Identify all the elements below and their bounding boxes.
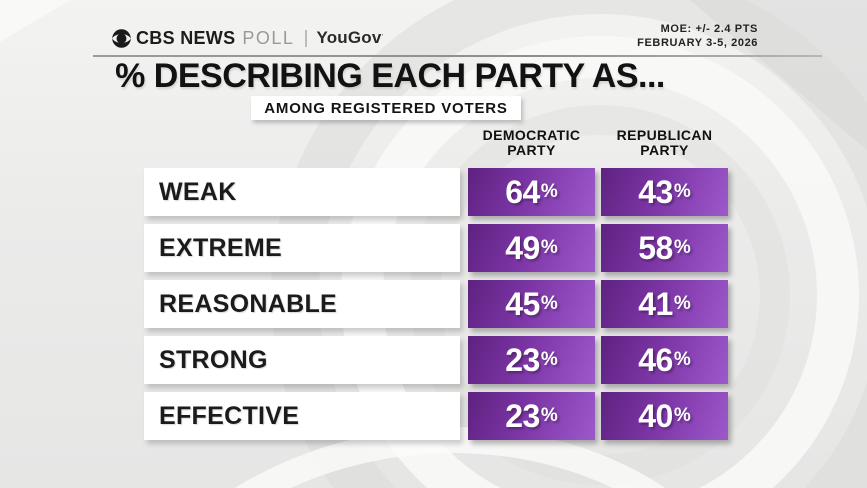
subtitle-badge: AMONG REGISTERED VOTERS [251, 96, 521, 120]
value-number: 49 [505, 229, 540, 266]
row-label-text: EFFECTIVE [159, 401, 300, 430]
value-cell-strong-democratic: 23 % [468, 336, 595, 384]
date-line: FEBRUARY 3-5, 2026 [637, 37, 758, 49]
column-header-line: PARTY [640, 142, 689, 158]
moe-line: MOE: +/- 2.4 PTS [660, 23, 758, 35]
row-label-reasonable: REASONABLE [144, 280, 460, 328]
column-header-democratic: DEMOCRATIC PARTY [458, 128, 605, 158]
row-label-strong: STRONG [144, 336, 460, 384]
column-header-line: PARTY [507, 142, 556, 158]
row-label-text: STRONG [159, 345, 268, 374]
column-header-line: DEMOCRATIC [482, 127, 581, 143]
brand-divider [305, 29, 308, 47]
percent-sign: % [540, 181, 558, 202]
value-cell-reasonable-republican: 41 % [601, 280, 728, 328]
subtitle-wrap: AMONG REGISTERED VOTERS [0, 96, 772, 120]
brand-cbs-news: CBS NEWS [136, 27, 236, 48]
percent-sign: % [540, 405, 558, 426]
percent-sign: % [673, 181, 691, 202]
value-cell-reasonable-democratic: 45 % [468, 280, 595, 328]
value-cell-weak-republican: 43 % [601, 168, 728, 216]
percent-sign: % [540, 237, 558, 258]
value-cell-strong-republican: 46 % [601, 336, 728, 384]
value-number: 64 [505, 173, 540, 210]
percent-sign: % [673, 349, 691, 370]
row-label-text: WEAK [159, 177, 237, 206]
brand-poll: POLL [242, 27, 295, 48]
header-divider-line [93, 55, 822, 57]
brand-lockup: CBS NEWS POLL YouGov ’ [111, 26, 383, 50]
value-number: 40 [638, 397, 673, 434]
percent-sign: % [540, 349, 558, 370]
value-number: 46 [638, 341, 673, 378]
percent-sign: % [673, 405, 691, 426]
brand-yougov-mark: ’ [381, 33, 384, 42]
value-number: 23 [505, 397, 540, 434]
row-label-text: REASONABLE [159, 289, 338, 318]
value-cell-extreme-republican: 58 % [601, 224, 728, 272]
value-number: 58 [638, 229, 673, 266]
value-cell-weak-democratic: 64 % [468, 168, 595, 216]
moe-note: MOE: +/- 2.4 PTS FEBRUARY 3-5, 2026 [480, 22, 758, 50]
row-label-text: EXTREME [159, 233, 282, 262]
value-number: 43 [638, 173, 673, 210]
percent-sign: % [540, 293, 558, 314]
row-label-extreme: EXTREME [144, 224, 460, 272]
percent-sign: % [673, 237, 691, 258]
value-cell-effective-democratic: 23 % [468, 392, 595, 440]
value-number: 45 [505, 285, 540, 322]
row-label-weak: WEAK [144, 168, 460, 216]
cbs-eye-icon [112, 28, 131, 48]
value-number: 23 [505, 341, 540, 378]
column-header-republican: REPUBLICAN PARTY [591, 128, 738, 158]
value-cell-effective-republican: 40 % [601, 392, 728, 440]
column-header-line: REPUBLICAN [616, 127, 713, 143]
percent-sign: % [673, 293, 691, 314]
row-label-effective: EFFECTIVE [144, 392, 460, 440]
brand-yougov: YouGov [316, 28, 382, 47]
value-number: 41 [638, 285, 673, 322]
value-cell-extreme-democratic: 49 % [468, 224, 595, 272]
page-title: % DESCRIBING EACH PARTY AS... [115, 57, 665, 95]
